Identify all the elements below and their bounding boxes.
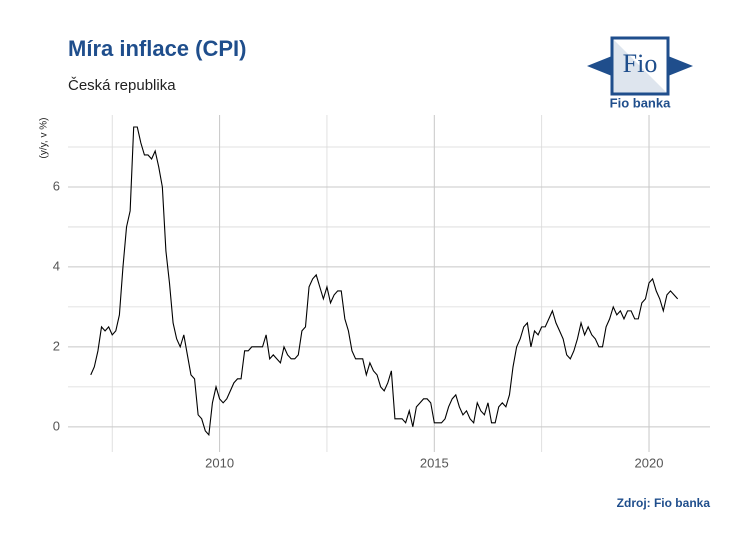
logo-arrow-left [587,56,612,76]
y-tick-label: 6 [53,178,60,193]
y-tick-label: 4 [53,258,60,273]
y-axis-label: (y/y, v %) [39,118,50,159]
logo-box [610,36,670,96]
logo-arrow-right [668,56,693,76]
source: Zdroj: Fio banka [617,496,711,510]
y-tick-label: 0 [53,418,60,433]
y-tick-label: 2 [53,338,60,353]
x-tick-label: 2010 [205,455,234,470]
chart-subtitle: Česká republika [68,77,176,94]
x-tick-label: 2020 [635,455,664,470]
logo-shade [612,38,668,94]
x-tick-label: 2015 [420,455,449,470]
line [90,126,679,437]
logo-name: Fio banka [610,95,671,110]
chart-title: Míra inflace (CPI) [68,36,246,61]
logo: Fio Fio banka [587,36,693,110]
logo-mark: Fio [623,49,658,78]
